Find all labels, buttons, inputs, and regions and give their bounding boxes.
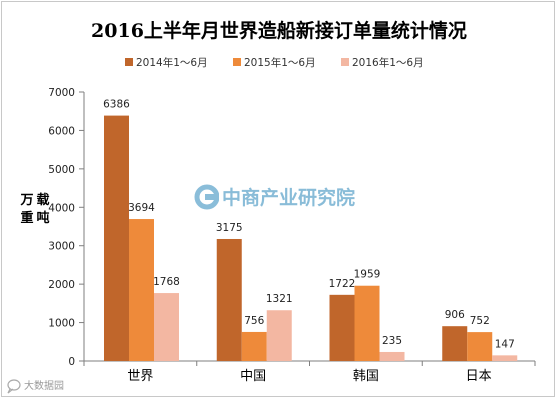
data-label: 1959: [354, 269, 381, 281]
chart-title: 2016上半年月世界造船新接订单量统计情况: [91, 19, 467, 42]
y-axis-label-char: 载: [36, 192, 49, 208]
bar: [216, 238, 242, 361]
y-tick-label: 4000: [48, 202, 75, 214]
bar: [379, 351, 405, 361]
watermark: 中商产业研究院: [194, 184, 355, 210]
bar: [104, 115, 129, 361]
y-tick-label: 1000: [48, 318, 75, 330]
data-label: 1321: [266, 293, 293, 305]
legend-swatch: [341, 58, 349, 66]
legend-label: 2016年1～6月: [352, 56, 424, 69]
cz-logo-icon: [194, 184, 220, 210]
data-label: 1768: [153, 276, 180, 288]
source-mark-text: 大数据园: [24, 379, 64, 392]
data-label: 3694: [128, 202, 155, 214]
source-mark: 大数据园: [7, 379, 64, 394]
y-tick-label: 5000: [48, 164, 75, 176]
y-tick-label: 2000: [48, 279, 75, 291]
legend-swatch: [233, 58, 241, 66]
x-tick-label: 世界: [127, 369, 153, 384]
y-axis-label: 万载重吨: [19, 192, 49, 226]
bar: [492, 355, 518, 361]
bars: [104, 115, 518, 361]
bar: [354, 285, 380, 361]
y-tick-label: 6000: [48, 125, 75, 137]
axes: 0 1000 2000 3000 4000 5000 6000 7000 世界 中国 韩国 日本: [48, 87, 536, 384]
legend: 2014年1～6月 2015年1～6月 2016年1～6月: [125, 56, 424, 69]
bar: [129, 219, 154, 361]
bar: [154, 293, 179, 361]
data-label: 3175: [216, 222, 243, 234]
y-axis-label-char: 重: [20, 210, 33, 226]
legend-label: 2015年1～6月: [244, 56, 316, 69]
data-label: 1722: [329, 278, 356, 290]
data-label: 906: [445, 309, 465, 321]
chat-bubble-icon: [7, 379, 21, 394]
x-tick-label: 韩国: [353, 369, 379, 384]
data-labels: 6386 3175 1722 906 3694 756 1959 752 1768 1321 235…: [103, 99, 515, 351]
bar: [266, 310, 292, 361]
y-axis-label-char: 吨: [36, 210, 49, 226]
data-label: 752: [470, 315, 490, 327]
y-tick-label: 7000: [48, 87, 75, 99]
legend-label: 2014年1～6月: [136, 56, 208, 69]
bar: [467, 332, 493, 361]
bar: [329, 294, 355, 361]
bar: [442, 326, 468, 361]
data-label: 756: [244, 315, 264, 327]
y-axis-label-char: 万: [19, 193, 33, 208]
data-label: 147: [495, 338, 515, 350]
data-label: 6386: [103, 99, 130, 111]
y-tick-label: 3000: [48, 241, 75, 253]
watermark-text: 中商产业研究院: [222, 186, 355, 209]
y-tick-label: 0: [68, 356, 75, 368]
data-label: 235: [382, 335, 402, 347]
x-tick-label: 日本: [466, 369, 492, 384]
legend-swatch: [125, 58, 133, 66]
x-tick-label: 中国: [240, 369, 266, 384]
bar: [241, 331, 267, 361]
